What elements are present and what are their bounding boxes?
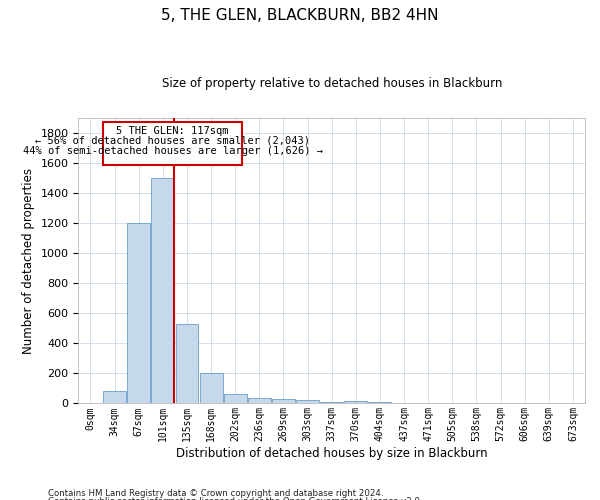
Bar xyxy=(127,223,150,404)
Text: 44% of semi-detached houses are larger (1,626) →: 44% of semi-detached houses are larger (… xyxy=(23,146,323,156)
Bar xyxy=(224,394,247,404)
Bar xyxy=(272,399,295,404)
Bar xyxy=(344,401,367,404)
Text: ← 56% of detached houses are smaller (2,043): ← 56% of detached houses are smaller (2,… xyxy=(35,136,310,146)
Bar xyxy=(200,372,223,404)
Y-axis label: Number of detached properties: Number of detached properties xyxy=(22,168,35,354)
Text: 5, THE GLEN, BLACKBURN, BB2 4HN: 5, THE GLEN, BLACKBURN, BB2 4HN xyxy=(161,8,439,22)
Text: Contains public sector information licensed under the Open Government Licence v3: Contains public sector information licen… xyxy=(48,497,422,500)
Bar xyxy=(368,402,391,404)
Text: Contains HM Land Registry data © Crown copyright and database right 2024.: Contains HM Land Registry data © Crown c… xyxy=(48,488,383,498)
Bar xyxy=(151,178,175,404)
Title: Size of property relative to detached houses in Blackburn: Size of property relative to detached ho… xyxy=(161,78,502,90)
Text: 5 THE GLEN: 117sqm: 5 THE GLEN: 117sqm xyxy=(116,126,229,136)
Bar xyxy=(296,400,319,404)
Bar xyxy=(320,402,343,404)
Bar xyxy=(392,402,416,404)
Bar xyxy=(248,398,271,404)
Bar xyxy=(176,324,199,404)
Bar xyxy=(103,392,126,404)
FancyBboxPatch shape xyxy=(103,122,242,164)
X-axis label: Distribution of detached houses by size in Blackburn: Distribution of detached houses by size … xyxy=(176,447,488,460)
